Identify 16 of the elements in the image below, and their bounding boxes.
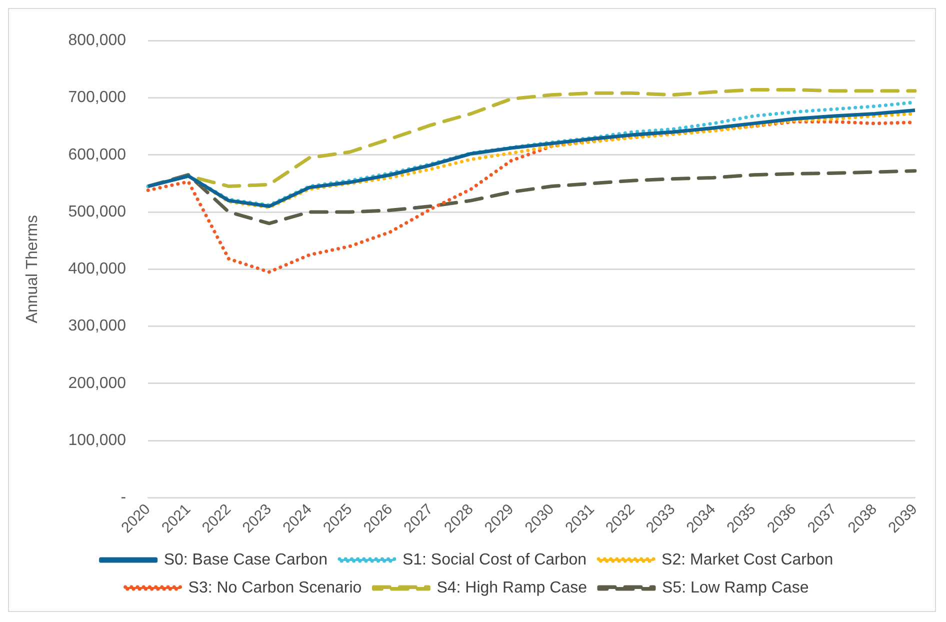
- y-tick-label: 500,000: [68, 203, 126, 220]
- legend-label: S4: High Ramp Case: [436, 579, 588, 596]
- legend-label: S1: Social Cost of Carbon: [402, 551, 587, 568]
- legend-label: S5: Low Ramp Case: [662, 579, 809, 596]
- y-tick-label: 100,000: [68, 432, 126, 449]
- y-axis-title: Annual Therms: [24, 215, 42, 324]
- y-tick-label: -: [120, 489, 126, 506]
- y-tick-label: 300,000: [68, 318, 126, 335]
- y-tick-label: 400,000: [68, 260, 126, 278]
- y-tick-label: 800,000: [68, 32, 126, 50]
- y-tick-label: 700,000: [68, 89, 126, 106]
- y-tick-label: 600,000: [68, 146, 126, 164]
- legend-label: S3: No Carbon Scenario: [188, 579, 362, 596]
- y-tick-label: 200,000: [68, 374, 126, 392]
- legend-label: S2: Market Cost Carbon: [662, 551, 834, 568]
- legend-label: S0: Base Case Carbon: [164, 551, 328, 568]
